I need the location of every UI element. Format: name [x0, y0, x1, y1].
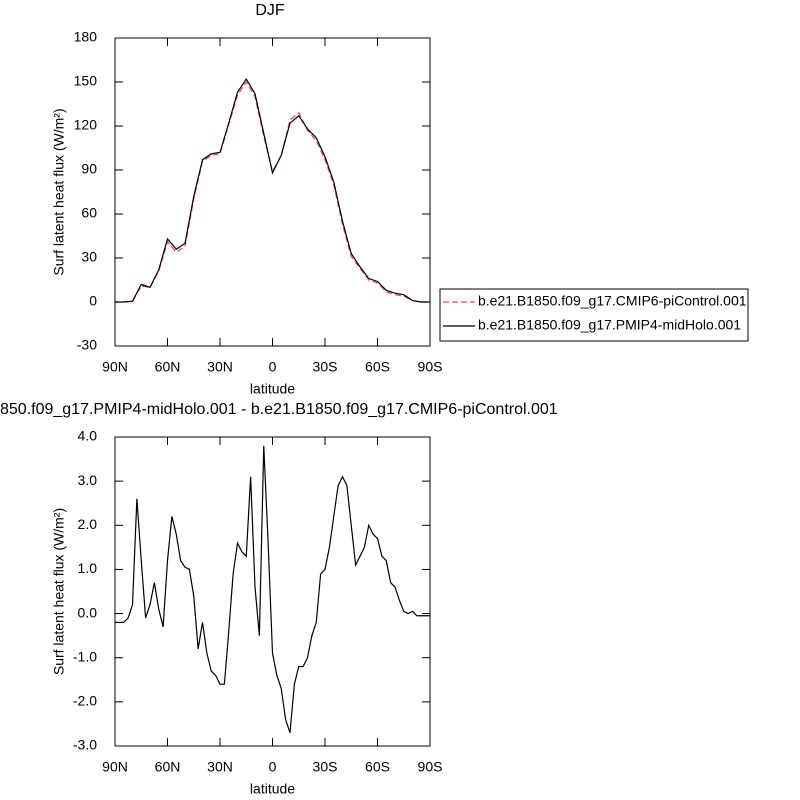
- x-tick-label: 30N: [207, 359, 233, 375]
- y-tick-label: 0.0: [78, 604, 98, 620]
- x-tick-label: 90N: [102, 359, 128, 375]
- x-tick-label: 90S: [418, 759, 443, 775]
- y-tick-label: 3.0: [78, 472, 98, 488]
- y-tick-label: -1.0: [73, 648, 97, 664]
- y-tick-label: 30: [81, 249, 97, 265]
- y-tick-label: -3.0: [73, 737, 97, 753]
- y-tick-label: -2.0: [73, 693, 97, 709]
- x-tick-label: 60N: [155, 359, 181, 375]
- legend-label: b.e21.B1850.f09_g17.PMIP4-midHolo.001: [478, 317, 741, 333]
- series-line: [115, 80, 430, 303]
- x-tick-label: 60S: [365, 759, 390, 775]
- x-tick-label: 30S: [313, 359, 338, 375]
- x-tick-label: 30S: [313, 759, 338, 775]
- y-tick-label: 60: [81, 205, 97, 221]
- y-tick-label: 90: [81, 161, 97, 177]
- chart-title: DJF: [255, 2, 285, 19]
- x-tick-label: 90S: [418, 359, 443, 375]
- x-tick-label: 0: [269, 359, 277, 375]
- y-tick-label: 180: [74, 29, 98, 45]
- x-tick-label: 90N: [102, 759, 128, 775]
- plot-frame: [114, 436, 431, 747]
- x-tick-label: 60N: [155, 759, 181, 775]
- y-tick-label: 2.0: [78, 516, 98, 532]
- y-axis-label: Surf latent heat flux (W/m²): [51, 508, 67, 675]
- x-tick-label: 0: [269, 759, 277, 775]
- y-tick-label: 150: [74, 73, 98, 89]
- plot-frame: [114, 37, 431, 347]
- y-tick-label: 1.0: [78, 560, 98, 576]
- x-axis-label: latitude: [250, 381, 295, 397]
- y-tick-label: 4.0: [78, 428, 98, 444]
- x-tick-label: 60S: [365, 359, 390, 375]
- series-line: [115, 77, 430, 303]
- y-tick-label: 120: [74, 117, 98, 133]
- y-tick-label: -30: [77, 337, 97, 353]
- legend-box: [439, 288, 749, 342]
- y-axis-label: Surf latent heat flux (W/m²): [51, 108, 67, 275]
- y-tick-label: 0: [89, 293, 97, 309]
- x-axis-label: latitude: [250, 781, 295, 797]
- legend-label: b.e21.B1850.f09_g17.CMIP6-piControl.001: [478, 293, 747, 309]
- series-line: [115, 445, 430, 733]
- chart-title: 850.f09_g17.PMIP4-midHolo.001 - b.e21.B1…: [0, 401, 558, 418]
- x-tick-label: 30N: [207, 759, 233, 775]
